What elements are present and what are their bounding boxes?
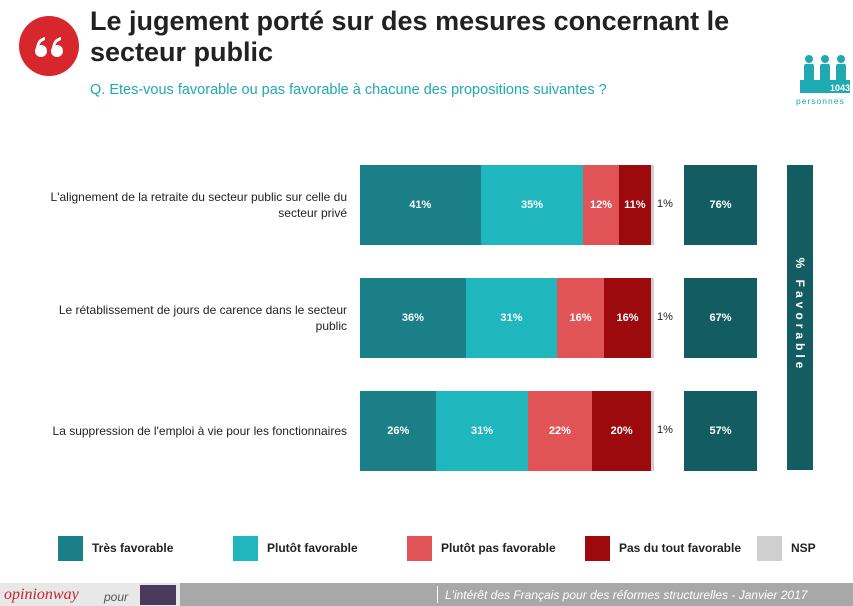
brand: opinionway: [4, 586, 79, 603]
footer-sep: [437, 586, 438, 603]
sample-unit: personnes: [796, 96, 845, 106]
footer-left: [0, 583, 180, 606]
bar-segment: 12%: [583, 165, 619, 245]
partner-logo: [140, 585, 176, 605]
bar-segment: 22%: [527, 391, 593, 471]
legend-label: Plutôt favorable: [267, 541, 358, 555]
legend-swatch: [58, 536, 83, 561]
legend-swatch: [585, 536, 610, 561]
bar-segment: [651, 165, 654, 245]
bar-segment: 35%: [480, 165, 584, 245]
favorable-total: 57%: [684, 391, 757, 471]
for: pour: [104, 590, 129, 604]
bar-segment: 16%: [604, 278, 652, 358]
nsp-label: 1%: [657, 198, 673, 210]
question: Q. Etes-vous favorable ou pas favorable …: [90, 82, 607, 98]
nsp-label: 1%: [657, 311, 673, 323]
favorable-total: 76%: [684, 165, 757, 245]
favorable-header: % Favorable: [793, 257, 807, 373]
title: Le jugement porté sur des mesures concer…: [90, 6, 730, 67]
nsp-label: 1%: [657, 424, 673, 436]
category-label: L'alignement de la retraite du secteur p…: [50, 190, 347, 220]
favorable-header-box: [787, 165, 813, 470]
legend-swatch: [233, 536, 258, 561]
bar-segment: 31%: [436, 391, 528, 471]
legend-label: Plutôt pas favorable: [441, 541, 556, 555]
legend-swatch: [757, 536, 782, 561]
bar-segment: 16%: [556, 278, 604, 358]
legend-label: Pas du tout favorable: [619, 541, 742, 555]
favorable-total: 67%: [684, 278, 757, 358]
quote-icon: [19, 16, 79, 76]
bar-segment: 20%: [592, 391, 652, 471]
footer-band: [0, 583, 853, 606]
bar-segment: 11%: [618, 165, 652, 245]
legend-label: Très favorable: [92, 541, 174, 555]
legend-label: NSP: [791, 541, 816, 555]
bar-segment: 31%: [465, 278, 557, 358]
bar-segment: [651, 278, 654, 358]
legend-swatch: [407, 536, 432, 561]
category-label: Le rétablissement de jours de carence da…: [58, 303, 347, 333]
sample-size: 1043: [800, 83, 850, 93]
bar-segment: 41%: [360, 165, 481, 245]
category-label: La suppression de l'emploi à vie pour le…: [52, 424, 347, 438]
bar-segment: 26%: [360, 391, 437, 471]
bar-segment: 36%: [360, 278, 466, 358]
study: L'intérêt des Français pour des réformes…: [445, 588, 808, 602]
bar-segment: [651, 391, 654, 471]
